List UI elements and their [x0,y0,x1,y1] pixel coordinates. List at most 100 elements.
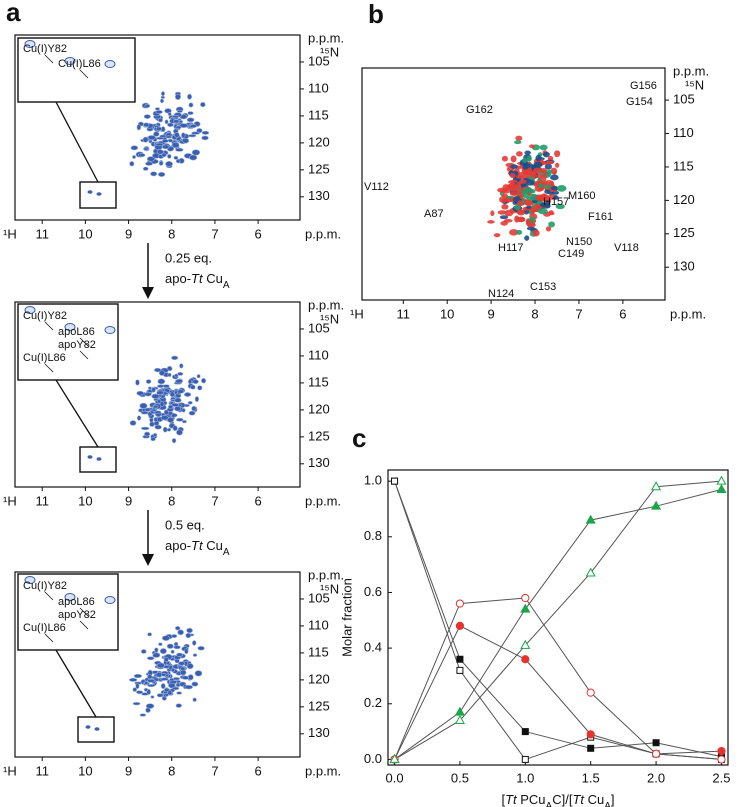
peak [152,404,159,409]
leader [44,321,54,331]
inset [17,573,119,651]
peak [146,656,155,661]
peak [176,417,184,422]
peak [142,166,149,171]
marker [521,755,529,763]
peak [163,656,169,663]
x-nucleus: ¹H [350,306,364,321]
series-line [394,488,722,760]
peak [552,171,557,175]
peak [514,204,521,210]
y-tick-label: 110 [673,125,694,140]
peak [147,632,152,637]
peak [154,424,162,430]
peak [135,683,140,689]
residue-label: M160 [568,190,596,202]
peak [517,209,525,216]
peak [94,727,100,731]
peak-label: apoY82 [58,609,96,621]
peak [158,642,163,646]
peak [197,385,203,391]
peak [175,125,182,130]
marker [456,655,464,663]
x-tick-label: 10 [78,226,92,241]
peak [163,409,169,416]
peak [87,190,93,194]
peak [144,103,151,108]
peak [555,203,565,210]
y-unit: p.p.m. [673,63,709,78]
residue-label: V112 [364,181,389,193]
x-tick-label: 10 [440,306,454,321]
y-tick-label: 115 [308,107,329,122]
peak [499,215,509,220]
series-line [394,597,722,760]
marker [454,714,465,724]
peak [192,653,198,657]
peak [189,154,198,161]
x-tick-label: 9 [125,226,132,241]
peak [150,437,156,442]
y-tick-label: 120 [308,134,330,149]
leader [44,54,54,64]
peak [136,690,143,695]
peak [160,683,166,689]
y-tick-label: 110 [308,80,329,95]
peak [509,191,520,196]
reagent-part: Cu [203,271,223,286]
peak [160,677,169,681]
x-label-part: Tt [505,792,518,807]
peak [510,164,518,169]
x-label-part: ] [611,792,615,807]
peak [517,216,526,223]
peak [164,119,169,125]
y-tick-label: 130 [308,725,330,740]
peak [502,189,510,194]
peak [64,57,76,65]
peak [543,203,550,208]
step-reagent: apo-Tt CuA [165,271,230,291]
peak [172,114,180,119]
x-tick-label: 0.5 [451,770,469,785]
connector [55,649,97,718]
peak [139,713,147,717]
y-tick-label: 105 [308,590,330,605]
peak [186,663,194,670]
residue-label: H157 [543,196,569,208]
peak [181,408,186,413]
step-reagent: apo-Tt CuA [165,538,230,558]
marker [521,655,530,664]
x-tick-label: 9 [125,763,132,778]
peak [509,229,519,236]
peak [169,677,175,682]
x-tick-label: 8 [168,226,175,241]
peak [174,405,181,412]
leader [79,607,89,617]
step-amount: 0.5 eq. [165,517,205,532]
peak [155,126,162,132]
peak [145,379,152,384]
x-tick-label: 7 [211,226,218,241]
y-nucleus: ¹⁵N [320,581,339,596]
peak [182,420,187,424]
peak [554,162,560,168]
y-tick-label: 120 [308,671,330,686]
peak [201,377,207,384]
peak-label: Cu(I)L86 [58,58,101,70]
peak [515,135,523,141]
connector [55,101,99,183]
y-tick-label: 0.4 [364,640,382,655]
peak [535,195,541,201]
peak [172,119,180,124]
peak [161,144,170,150]
peak [160,95,165,99]
x-label-part: PCu [517,792,546,807]
peak [519,179,527,184]
peak [161,139,169,143]
peak [183,392,192,397]
peak [140,411,149,415]
peak [516,229,523,235]
peak [174,93,181,100]
peak [186,627,193,634]
peak [556,185,567,192]
